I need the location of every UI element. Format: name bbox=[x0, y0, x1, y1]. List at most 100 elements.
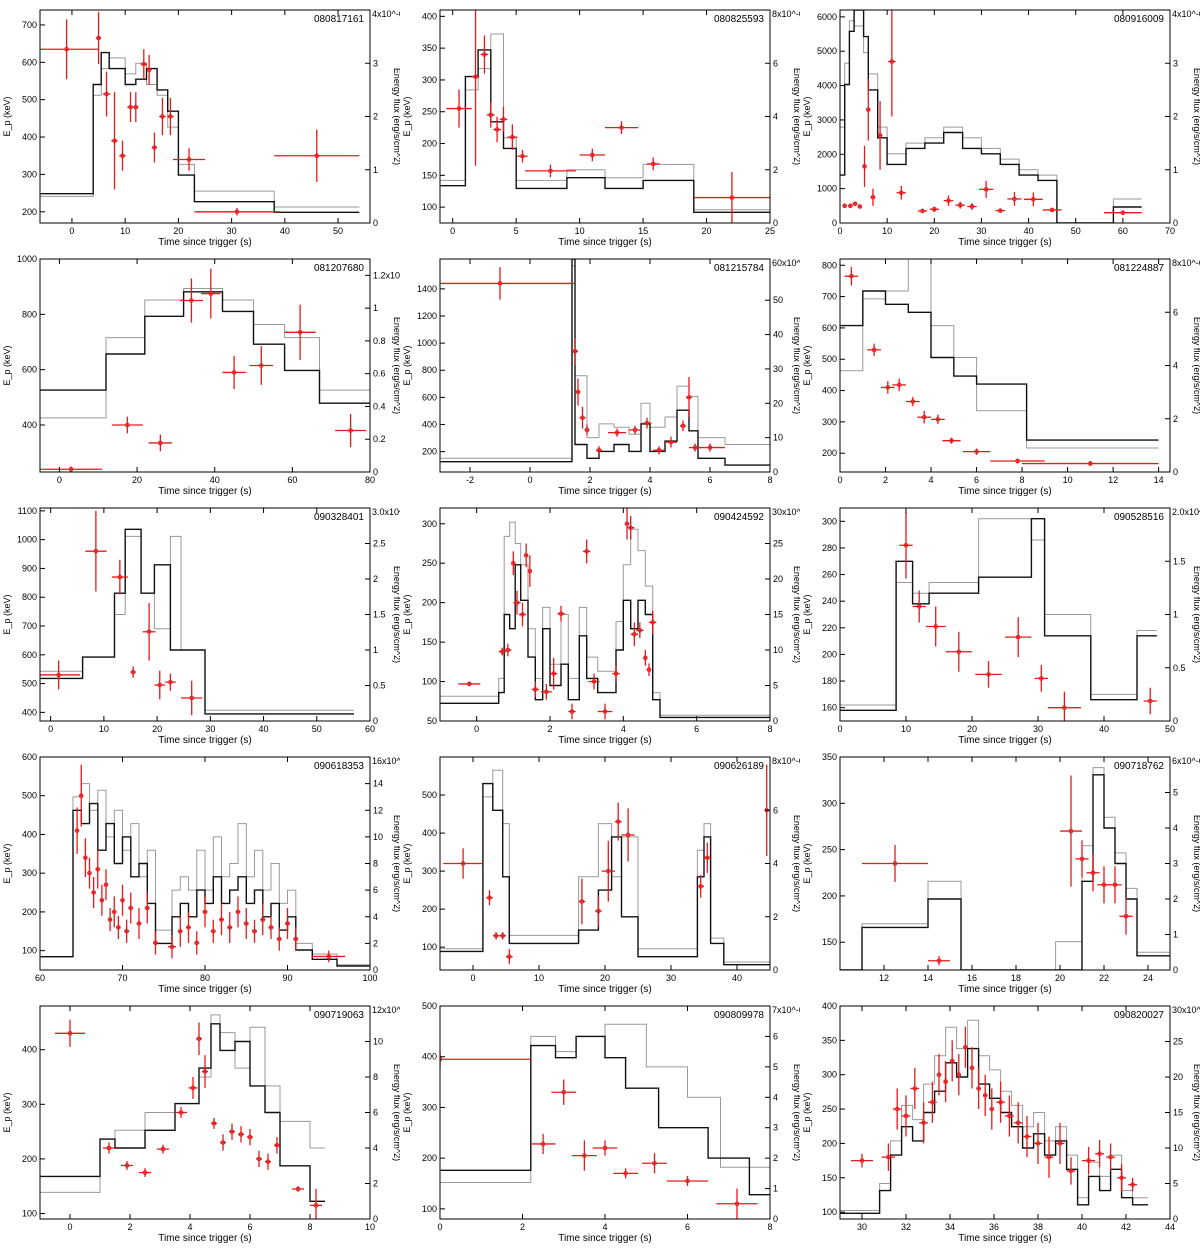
ep-point bbox=[293, 927, 299, 951]
y2-tick-label: 8 bbox=[373, 1072, 378, 1082]
x-tick-label: 70 bbox=[1165, 226, 1175, 236]
x-tick-label: 0 bbox=[48, 724, 53, 734]
ep-point bbox=[486, 890, 493, 906]
y-tick-label: 100 bbox=[422, 202, 437, 212]
panel-id: 080817161 bbox=[314, 14, 364, 25]
ep-marker bbox=[584, 427, 590, 433]
y-tick-label: 100 bbox=[422, 942, 437, 952]
ep-marker bbox=[579, 899, 585, 904]
ep-marker bbox=[500, 649, 505, 654]
x-tick-label: 12 bbox=[879, 973, 889, 983]
ep-marker bbox=[91, 890, 96, 895]
ep-marker bbox=[877, 133, 883, 138]
y2-tick-label: 10 bbox=[773, 433, 783, 443]
x-tick-label: 20 bbox=[600, 973, 610, 983]
ep-point bbox=[949, 1040, 955, 1082]
y-tick-label: 600 bbox=[22, 752, 37, 762]
ep-marker bbox=[969, 1065, 975, 1071]
ep-marker bbox=[1120, 210, 1126, 215]
ep-marker bbox=[625, 832, 631, 838]
ep-marker bbox=[590, 152, 595, 158]
chart-svg: 0 5 10 15 20 25 100 150 200 250 300 350 400 0 2 4 6 8x10^… bbox=[402, 9, 804, 248]
ep-point bbox=[852, 201, 858, 207]
y-tick-label: 800 bbox=[22, 309, 37, 319]
y-tick-label: 100 bbox=[822, 1207, 837, 1217]
y2-tick-label: 0 bbox=[1173, 965, 1178, 975]
ep-point bbox=[601, 840, 615, 902]
y2-tick-label: 4 bbox=[773, 112, 778, 122]
flux-histogram-dark bbox=[840, 774, 1170, 970]
ep-marker bbox=[93, 548, 99, 554]
flux-histogram-dark bbox=[840, 518, 1157, 712]
ep-marker bbox=[265, 1159, 271, 1164]
flux-histogram-light bbox=[440, 1023, 770, 1183]
ep-marker bbox=[189, 695, 194, 701]
y2-tick-label: 0 bbox=[373, 218, 378, 228]
ep-marker bbox=[313, 1203, 319, 1208]
flux-histogram-dark bbox=[840, 290, 1159, 441]
ep-point bbox=[440, 267, 575, 300]
x-tick-label: 10 bbox=[882, 226, 892, 236]
y-tick-label: 700 bbox=[22, 20, 37, 30]
ep-point bbox=[646, 663, 652, 677]
ep-marker bbox=[963, 1044, 968, 1050]
x-tick-label: 6 bbox=[685, 1222, 690, 1232]
ep-marker bbox=[602, 1145, 608, 1151]
y2-tick-label: 0 bbox=[373, 1214, 378, 1224]
ep-marker bbox=[488, 112, 494, 118]
ep-marker bbox=[943, 1079, 948, 1084]
ep-marker bbox=[613, 671, 619, 676]
ep-point bbox=[636, 622, 644, 639]
panel-id: 090424592 bbox=[714, 512, 764, 523]
ep-marker bbox=[268, 925, 274, 930]
y-tick-label: 300 bbox=[822, 798, 837, 808]
ep-point bbox=[219, 904, 224, 936]
x-tick-label: 0 bbox=[67, 1222, 72, 1232]
ep-point bbox=[704, 842, 711, 874]
ep-marker bbox=[974, 449, 979, 454]
ep-point bbox=[265, 1153, 271, 1170]
ep-marker bbox=[933, 624, 938, 629]
ep-marker bbox=[956, 649, 962, 655]
x-tick-label: 38 bbox=[1033, 1222, 1043, 1232]
ep-marker bbox=[467, 681, 472, 687]
y-tick-label: 400 bbox=[22, 707, 37, 717]
ep-point bbox=[530, 1133, 556, 1155]
ep-marker bbox=[78, 793, 84, 799]
flux-histogram-light bbox=[40, 288, 370, 419]
ep-point bbox=[235, 896, 241, 928]
ep-marker bbox=[931, 206, 937, 212]
grb-panel-090424592: 0 2 4 6 8 50 100 150 200 250 300 0 5 10 15 20 25 30x10^-6… bbox=[400, 498, 809, 752]
ep-marker bbox=[921, 414, 927, 420]
ep-point bbox=[499, 106, 508, 133]
ep-marker bbox=[258, 363, 264, 368]
ep-point bbox=[666, 1175, 709, 1187]
ep-point bbox=[982, 1074, 988, 1116]
x-tick-label: 0 bbox=[837, 475, 842, 485]
ep-point bbox=[880, 381, 895, 394]
ep-point bbox=[627, 515, 635, 540]
ep-marker bbox=[656, 447, 662, 453]
ep-marker bbox=[1030, 196, 1036, 202]
x-tick-label: 4 bbox=[647, 475, 652, 485]
y-tick-label: 300 bbox=[422, 866, 437, 876]
ep-marker bbox=[614, 430, 620, 435]
flux-histogram-light bbox=[840, 1019, 1148, 1211]
ep-point bbox=[862, 844, 928, 883]
ep-point bbox=[247, 1128, 253, 1146]
chart-svg: -2 0 2 4 6 8 200 400 600 800 1000 1200 1400 0 10 20 30 40… bbox=[402, 258, 809, 497]
y-tick-label: 300 bbox=[22, 868, 37, 878]
ep-point bbox=[111, 416, 143, 434]
ep-marker bbox=[637, 627, 643, 633]
y-tick-label: 800 bbox=[422, 365, 437, 375]
ep-point bbox=[1143, 687, 1157, 715]
plot-area bbox=[440, 508, 770, 720]
x-tick-label: 34 bbox=[945, 1222, 955, 1232]
y2-tick-label: 25 bbox=[773, 539, 783, 549]
ep-point bbox=[133, 92, 139, 123]
ep-point bbox=[867, 343, 881, 357]
y2-tick-label: 0 bbox=[373, 965, 378, 975]
y-tick-label: 500 bbox=[22, 791, 37, 801]
ep-marker bbox=[896, 382, 902, 388]
x-axis-label: Time since trigger (s) bbox=[158, 1233, 252, 1244]
